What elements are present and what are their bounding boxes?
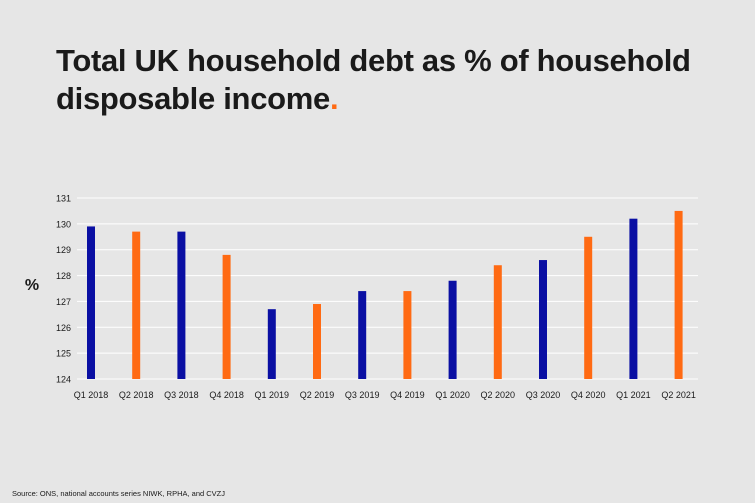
- y-axis-label: %: [25, 277, 39, 294]
- y-tick-label: 124: [56, 375, 71, 385]
- y-tick-label: 126: [56, 323, 71, 333]
- bar-q2-2020: [493, 265, 502, 379]
- y-tick-label: 128: [56, 271, 71, 281]
- chart-title-text: Total UK household debt as % of househol…: [56, 43, 691, 116]
- x-tick-label: Q1 2020: [435, 390, 470, 400]
- x-tick-label: Q4 2019: [390, 390, 425, 400]
- x-tick-label: Q2 2020: [481, 390, 516, 400]
- y-tick-label: 130: [56, 219, 71, 229]
- bar-q3-2018: [177, 231, 186, 379]
- x-tick-label: Q3 2018: [164, 390, 199, 400]
- x-tick-label: Q2 2021: [661, 390, 696, 400]
- bar-q2-2018: [132, 231, 141, 379]
- bars: [87, 210, 683, 379]
- x-tick-label: Q3 2020: [526, 390, 561, 400]
- x-tick-label: Q3 2019: [345, 390, 380, 400]
- y-axis-ticks: 124 125 126 127 128 129 130 131: [56, 194, 71, 385]
- x-tick-label: Q2 2019: [300, 390, 335, 400]
- y-tick-label: 131: [56, 194, 71, 204]
- title-accent-dot: .: [329, 81, 339, 116]
- x-axis-ticks: Q1 2018 Q2 2018 Q3 2018 Q4 2018 Q1 2019 Q2 20…: [74, 390, 696, 400]
- x-tick-label: Q2 2018: [119, 390, 154, 400]
- bar-q4-2018: [222, 254, 231, 379]
- y-tick-label: 129: [56, 245, 71, 255]
- bar-q4-2019: [403, 291, 412, 379]
- source-note: Source: ONS, national accounts series NI…: [12, 489, 225, 498]
- bar-q3-2020: [539, 260, 547, 379]
- y-tick-label: 127: [56, 297, 71, 307]
- bar-q2-2019: [313, 304, 321, 379]
- x-tick-label: Q1 2019: [255, 390, 290, 400]
- bar-q1-2018: [87, 226, 95, 379]
- gridlines: [77, 197, 698, 380]
- x-tick-label: Q4 2018: [209, 390, 244, 400]
- y-tick-label: 125: [56, 349, 71, 359]
- bar-q1-2021: [629, 218, 638, 379]
- bar-q4-2020: [584, 236, 593, 379]
- x-tick-label: Q4 2020: [571, 390, 606, 400]
- bar-q2-2021: [674, 210, 683, 379]
- chart-title: Total UK household debt as % of househol…: [56, 42, 716, 118]
- bar-q3-2019: [358, 291, 367, 379]
- bar-q1-2019: [267, 309, 276, 379]
- x-tick-label: Q1 2018: [74, 390, 109, 400]
- bar-q1-2020: [448, 280, 457, 379]
- x-tick-label: Q1 2021: [616, 390, 651, 400]
